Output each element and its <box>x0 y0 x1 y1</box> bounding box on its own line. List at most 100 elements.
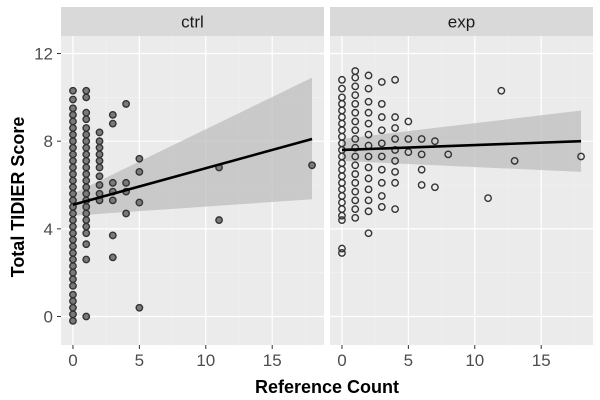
data-point <box>364 185 373 194</box>
regression-line-exp <box>341 139 582 152</box>
data-point <box>391 113 399 121</box>
data-point <box>404 135 413 143</box>
data-point <box>377 165 386 174</box>
data-point <box>82 150 91 159</box>
data-point <box>69 229 77 238</box>
data-point <box>69 209 77 218</box>
data-point <box>338 249 346 257</box>
data-point <box>391 205 399 214</box>
data-point <box>391 157 399 165</box>
data-point <box>69 176 77 185</box>
data-point <box>391 124 399 132</box>
data-point <box>69 86 77 95</box>
x-axis-title: Reference Count <box>255 377 399 397</box>
panels-group: ctrl 0 5 10 15 0 4 8 12 exp 0 5 10 15 <box>34 7 593 370</box>
data-point <box>404 117 413 126</box>
strip-label-ctrl: ctrl <box>181 13 204 32</box>
data-point <box>484 194 492 203</box>
x-tick-label: 15 <box>263 351 282 370</box>
data-point <box>82 216 91 224</box>
data-point <box>338 84 346 93</box>
data-point <box>82 137 91 146</box>
data-point <box>135 303 144 312</box>
data-point <box>377 203 386 211</box>
data-point <box>82 163 91 172</box>
strip-label-exp: exp <box>448 13 475 32</box>
data-point <box>69 143 77 152</box>
data-point <box>444 150 453 159</box>
data-point <box>95 150 104 159</box>
data-point <box>364 84 373 93</box>
data-point <box>377 126 386 135</box>
data-point <box>69 303 77 312</box>
data-point <box>510 157 519 165</box>
data-point <box>351 213 360 222</box>
x-tick-label: 5 <box>135 351 144 370</box>
x-tick-label: 0 <box>337 351 346 370</box>
data-point <box>69 163 77 172</box>
regression-line-ctrl <box>72 137 313 206</box>
data-point <box>82 255 91 264</box>
data-point <box>364 207 373 216</box>
panel-exp: exp 0 5 10 15 <box>330 7 593 370</box>
data-point <box>69 222 77 231</box>
data-point <box>215 216 223 224</box>
data-point <box>69 170 77 178</box>
data-point <box>95 137 104 146</box>
data-point <box>95 181 104 189</box>
data-point <box>377 192 386 200</box>
data-point <box>82 124 91 132</box>
data-point <box>95 128 104 137</box>
data-point <box>431 137 439 146</box>
data-point <box>82 240 91 249</box>
data-point <box>108 119 117 128</box>
data-point <box>364 196 373 205</box>
x-tick-label: 0 <box>68 351 77 370</box>
data-point <box>82 86 91 95</box>
data-point <box>69 249 77 257</box>
data-point <box>82 312 91 321</box>
data-point <box>69 110 77 119</box>
data-point <box>135 167 144 176</box>
data-point <box>364 71 373 80</box>
data-point <box>338 216 346 224</box>
data-point <box>69 262 77 271</box>
data-point <box>82 209 91 218</box>
data-point <box>95 172 104 181</box>
data-point <box>69 268 77 277</box>
data-point <box>364 108 373 117</box>
data-point <box>351 178 360 187</box>
data-point <box>351 161 360 170</box>
data-point <box>69 157 77 165</box>
data-point <box>417 165 426 174</box>
data-point <box>69 189 77 198</box>
data-point <box>69 130 77 139</box>
x-tick-label: 10 <box>196 351 215 370</box>
data-point <box>69 196 77 205</box>
data-point <box>82 157 91 165</box>
data-point <box>377 139 386 148</box>
confidence-band-ctrl <box>72 77 313 216</box>
x-tick-label: 15 <box>532 351 551 370</box>
data-point <box>69 137 77 146</box>
data-point <box>69 183 77 192</box>
data-point <box>82 229 91 238</box>
data-point <box>351 91 360 100</box>
data-point <box>351 100 360 108</box>
y-tick-label: 0 <box>44 308 53 327</box>
x-tick-label: 10 <box>465 351 484 370</box>
data-point <box>377 152 386 161</box>
data-point <box>69 117 77 126</box>
data-point <box>69 150 77 159</box>
strip-exp <box>330 7 593 36</box>
data-point <box>364 229 373 238</box>
data-point <box>69 281 77 290</box>
data-point <box>351 117 360 126</box>
data-point <box>82 203 91 211</box>
panel-ctrl: ctrl 0 5 10 15 0 4 8 12 <box>34 7 324 370</box>
data-point <box>338 75 346 84</box>
data-point <box>417 150 426 159</box>
data-point <box>391 75 399 84</box>
data-point <box>69 95 77 104</box>
